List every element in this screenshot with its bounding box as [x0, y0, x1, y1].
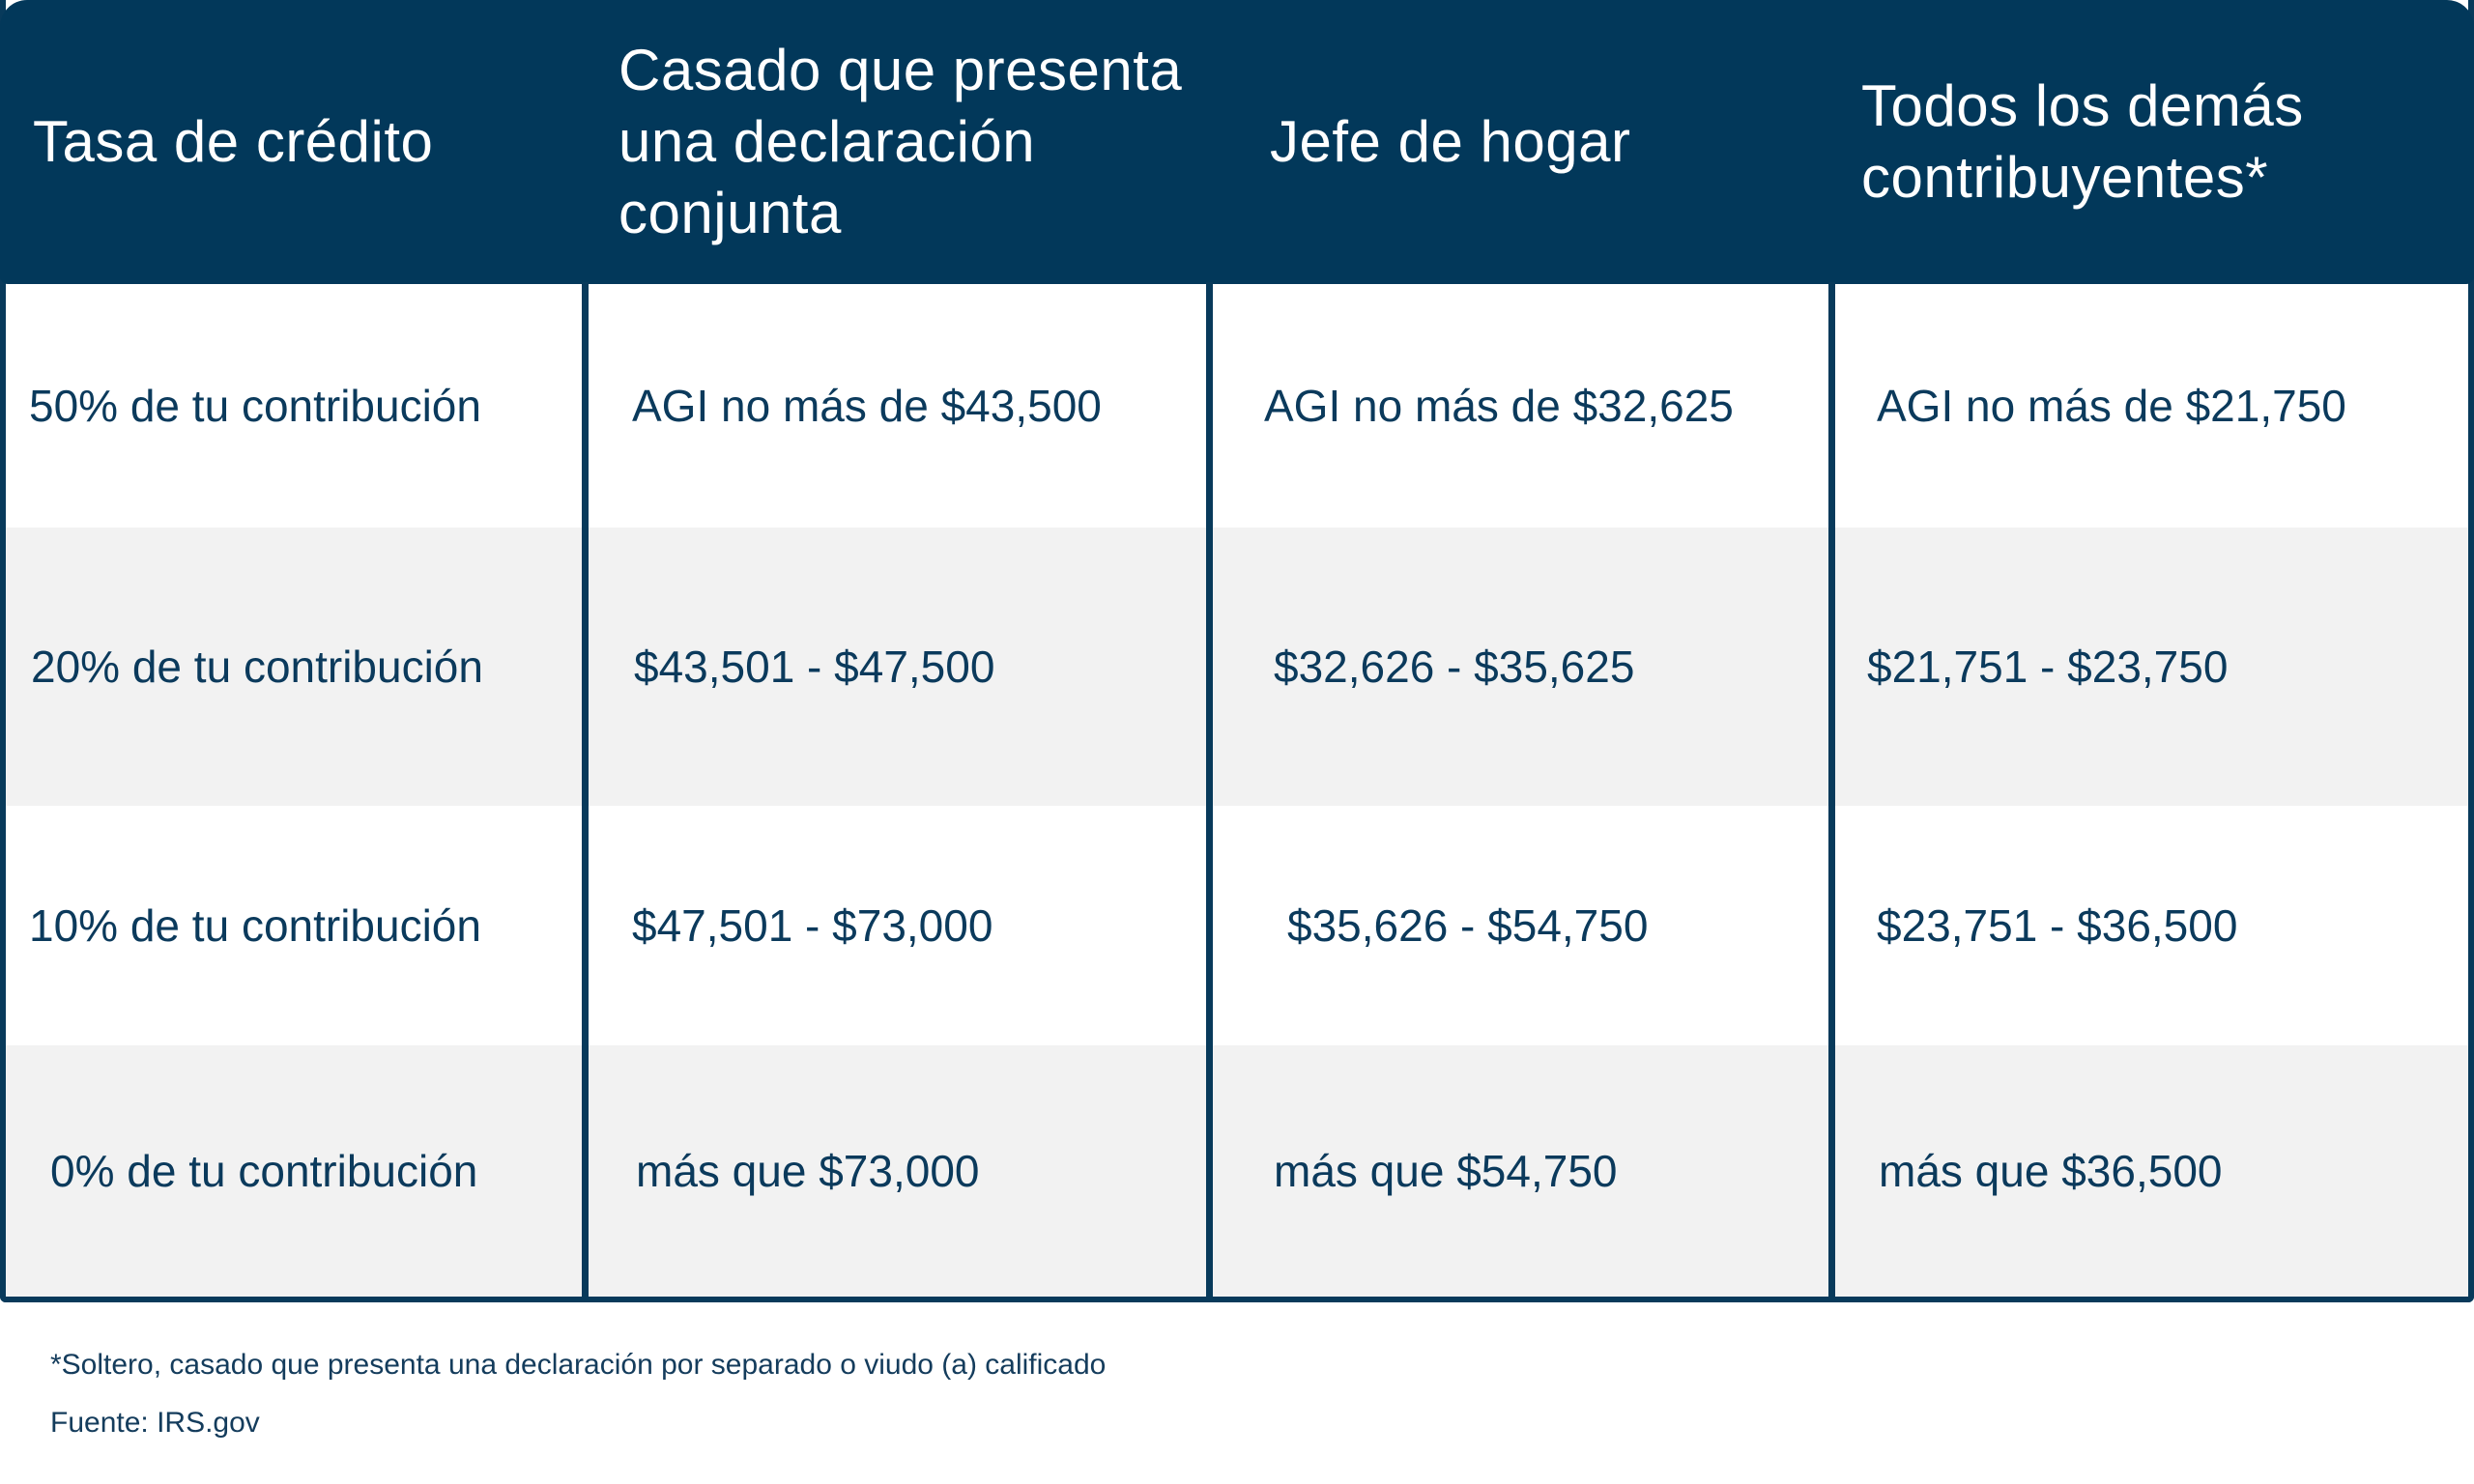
- table-row: 0% de tu contribución más que $73,000 má…: [6, 1045, 2468, 1297]
- married-joint-cell: $43,501 - $47,500: [634, 642, 995, 692]
- header-all-other-filers-label: Todos los demás contribuyentes*: [1861, 73, 2304, 210]
- header-married-joint-label: Casado que presenta una declaración conj…: [618, 38, 1183, 245]
- table-row: 50% de tu contribución AGI no más de $43…: [6, 284, 2468, 528]
- table-header: Tasa de crédito Casado que presenta una …: [0, 0, 2474, 284]
- head-of-household-cell: más que $54,750: [1274, 1146, 1618, 1196]
- married-joint-cell: $47,501 - $73,000: [632, 900, 993, 951]
- table-row: 10% de tu contribución $47,501 - $73,000…: [6, 806, 2468, 1045]
- header-head-of-household: Jefe de hogar: [1270, 0, 1811, 284]
- head-of-household-cell: $32,626 - $35,625: [1274, 642, 1635, 692]
- table-row: 20% de tu contribución $43,501 - $47,500…: [6, 528, 2468, 806]
- married-joint-cell: más que $73,000: [636, 1146, 980, 1196]
- all-other-filers-cell: $21,751 - $23,750: [1867, 642, 2229, 692]
- all-other-filers-cell: $23,751 - $36,500: [1877, 900, 2238, 951]
- rate-cell: 0% de tu contribución: [50, 1146, 478, 1196]
- column-divider: [582, 282, 589, 1297]
- head-of-household-cell: AGI no más de $32,625: [1264, 381, 1734, 431]
- source-text: Fuente: IRS.gov: [50, 1407, 260, 1439]
- column-divider: [1206, 282, 1213, 1297]
- rate-cell: 10% de tu contribución: [29, 900, 481, 951]
- header-credit-rate: Tasa de crédito: [33, 0, 574, 284]
- header-married-joint: Casado que presenta una declaración conj…: [618, 0, 1218, 284]
- rate-cell: 20% de tu contribución: [31, 642, 483, 692]
- footnote-text: *Soltero, casado que presenta una declar…: [50, 1349, 1107, 1381]
- credit-rate-table: Tasa de crédito Casado que presenta una …: [0, 0, 2474, 1302]
- column-divider: [1828, 282, 1835, 1297]
- header-credit-rate-label: Tasa de crédito: [33, 109, 434, 174]
- all-other-filers-cell: más que $36,500: [1879, 1146, 2223, 1196]
- head-of-household-cell: $35,626 - $54,750: [1287, 900, 1649, 951]
- married-joint-cell: AGI no más de $43,500: [632, 381, 1102, 431]
- header-head-of-household-label: Jefe de hogar: [1270, 109, 1631, 174]
- header-all-other-filers: Todos los demás contribuyentes*: [1861, 0, 2383, 284]
- rate-cell: 50% de tu contribución: [29, 381, 481, 431]
- all-other-filers-cell: AGI no más de $21,750: [1877, 381, 2346, 431]
